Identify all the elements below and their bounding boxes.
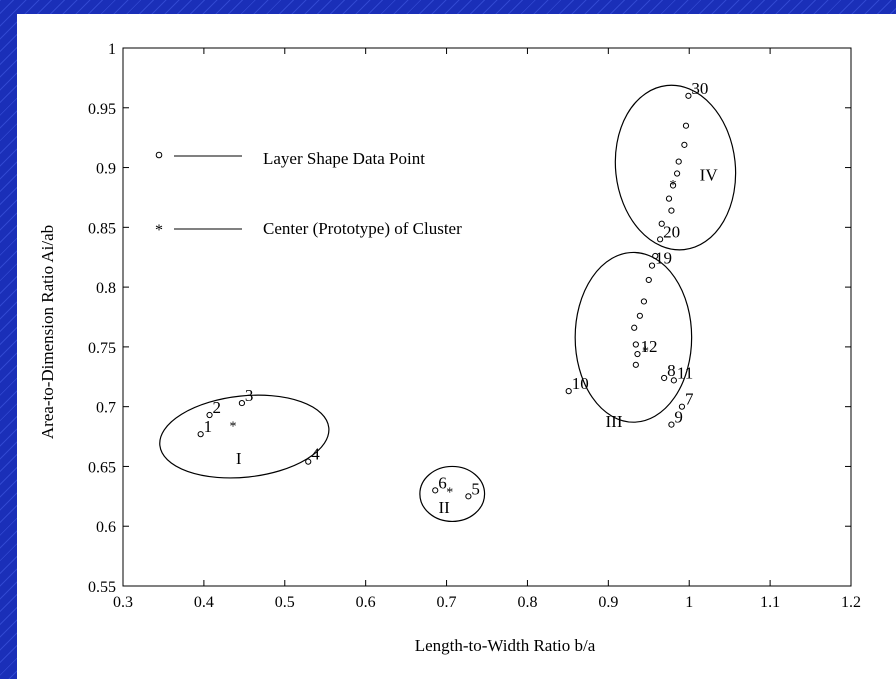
- x-tick-label: 0.7: [437, 594, 457, 611]
- data-point-label: 19: [655, 249, 672, 268]
- data-point-marker: [668, 421, 675, 428]
- data-point-marker: [685, 92, 692, 99]
- y-tick-label: 0.65: [88, 459, 116, 476]
- data-point-marker: [657, 236, 664, 243]
- plot-frame: [122, 47, 852, 587]
- data-point-marker: [634, 350, 641, 358]
- data-point-marker: [673, 170, 681, 177]
- data-point-label: 6: [438, 473, 447, 492]
- data-point-label: 5: [471, 479, 480, 498]
- legend-label-center: Center (Prototype) of Cluster: [263, 219, 462, 238]
- data-point-marker: [632, 361, 639, 368]
- y-tick-label: 0.95: [88, 101, 116, 118]
- data-point-label: 4: [311, 445, 320, 464]
- data-point-marker: [681, 141, 688, 148]
- data-point-marker: [632, 341, 639, 348]
- scatter-chart: 0.3 0.4 0.5 0.6 0.7 0.8 0.9 1 1.1 1.2 0.55 0.6 0.65 0…: [38, 41, 861, 655]
- data-point-marker: [670, 377, 677, 384]
- cluster-label: II: [438, 498, 450, 517]
- data-point-label: 20: [663, 222, 680, 241]
- cluster-outline: [419, 465, 486, 523]
- y-tick-label: 0.6: [96, 519, 116, 536]
- x-axis-label: Length-to-Width Ratio b/a: [415, 636, 596, 655]
- data-point-marker: [197, 431, 204, 438]
- cluster-center-marker: *: [446, 485, 453, 500]
- cluster-label: IV: [700, 166, 719, 185]
- data-point-marker: [432, 487, 439, 494]
- data-point-label: 7: [685, 390, 694, 409]
- data-point-marker: [636, 312, 643, 319]
- x-tick-label: 1: [685, 594, 693, 611]
- data-point-label: 12: [640, 337, 657, 356]
- data-point-marker: [305, 458, 312, 465]
- data-point-marker: [658, 220, 665, 227]
- cluster-label: I: [236, 449, 242, 468]
- y-axis-label: Area-to-Dimension Ratio Ai/ab: [38, 225, 57, 439]
- cluster-center-marker: *: [230, 420, 237, 435]
- figure-panel: 0.3 0.4 0.5 0.6 0.7 0.8 0.9 1 1.1 1.2 0.55 0.6 0.65 0…: [17, 14, 896, 679]
- data-point-marker: [565, 388, 572, 395]
- data-point-label: 2: [213, 398, 222, 417]
- x-tick-label: 0.9: [598, 594, 618, 611]
- data-point-marker: [652, 252, 659, 260]
- data-point-label: 3: [245, 386, 254, 405]
- data-point-marker: [631, 324, 638, 331]
- data-point-label: 8: [667, 361, 676, 380]
- cluster-outline: [159, 394, 330, 479]
- y-tick-label: 1: [108, 41, 116, 58]
- x-tick-label: 1.2: [841, 594, 861, 611]
- data-point-marker: [206, 411, 213, 419]
- cluster-center-marker: *: [642, 344, 649, 359]
- y-tick-label: 0.9: [96, 161, 116, 178]
- y-tick-label: 0.8: [96, 280, 116, 297]
- plot-border: [122, 47, 852, 587]
- data-point-marker: [640, 298, 648, 305]
- data-point-marker: [645, 276, 652, 284]
- data-point-marker: [668, 207, 675, 214]
- legend-star-marker: *: [155, 222, 163, 239]
- data-point-marker: [665, 195, 673, 202]
- axis-ticks: 0.3 0.4 0.5 0.6 0.7 0.8 0.9 1 1.1 1.2 0.55 0.6 0.65 0…: [88, 41, 861, 611]
- data-point-marker: [675, 158, 682, 165]
- data-point-marker: [238, 399, 246, 407]
- data-point-marker: [669, 182, 677, 189]
- x-tick-label: 0.4: [194, 594, 214, 611]
- data-point-marker: [661, 374, 668, 382]
- x-tick-label: 1.1: [760, 594, 780, 611]
- data-point-label: 11: [677, 363, 693, 382]
- cluster-center-marker: *: [670, 178, 677, 193]
- y-tick-label: 0.55: [88, 579, 116, 596]
- data-point-marker: [465, 493, 472, 500]
- x-tick-label: 0.8: [517, 594, 537, 611]
- y-tick-label: 0.75: [88, 340, 116, 357]
- cluster-outline: [614, 84, 737, 251]
- data-point-marker: [682, 122, 690, 129]
- data-point-label: 9: [674, 408, 683, 427]
- legend-circle-marker: [155, 151, 163, 159]
- data-point-label: 1: [204, 417, 213, 436]
- y-tick-label: 0.85: [88, 220, 116, 237]
- x-tick-label: 0.6: [356, 594, 376, 611]
- data-point-marker: [648, 262, 656, 269]
- cluster-outline: [574, 251, 693, 423]
- y-tick-label: 0.7: [96, 400, 116, 417]
- data-point-label: 10: [572, 374, 589, 393]
- cluster-label: III: [606, 412, 623, 431]
- legend-label-data-point: Layer Shape Data Point: [263, 149, 425, 168]
- data-point-marker: [678, 403, 686, 410]
- legend: Layer Shape Data Point * Center (Prototy…: [155, 149, 462, 239]
- data-point-label: 30: [691, 79, 708, 98]
- x-tick-label: 0.5: [275, 594, 295, 611]
- x-tick-label: 0.3: [113, 594, 133, 611]
